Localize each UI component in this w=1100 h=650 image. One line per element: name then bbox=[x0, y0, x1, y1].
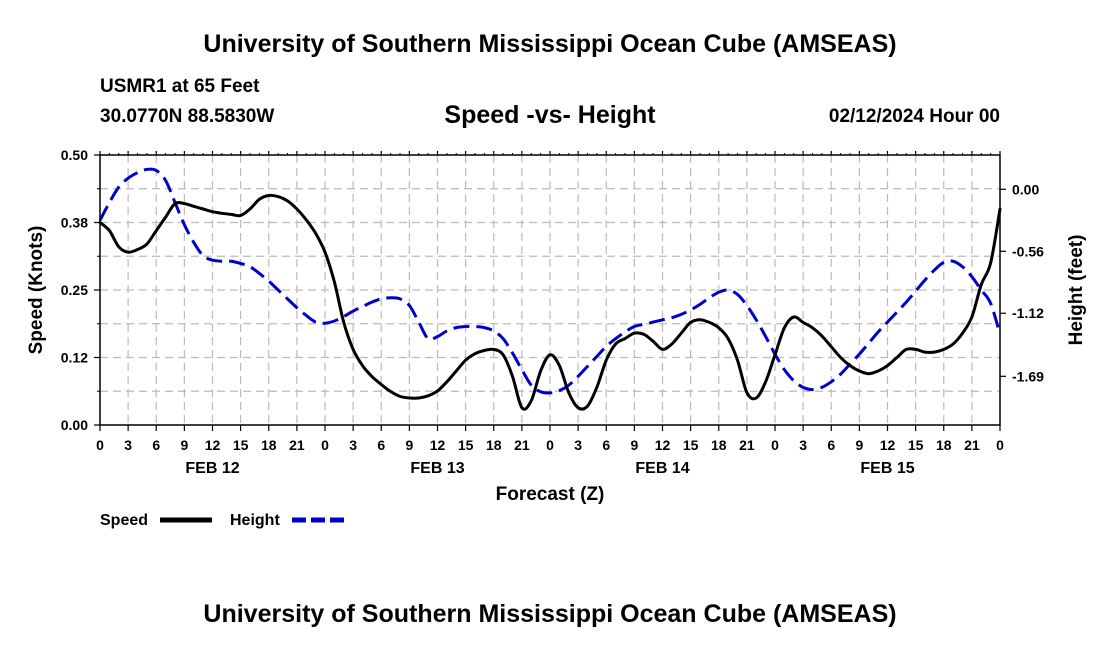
x-tick-label: 6 bbox=[152, 437, 160, 453]
y-axis-label-left: Speed (Knots) bbox=[26, 226, 47, 355]
x-tick-label: 15 bbox=[683, 437, 699, 453]
forecast-datestamp: 02/12/2024 Hour 00 bbox=[828, 106, 1000, 127]
x-day-label: FEB 14 bbox=[635, 460, 689, 477]
x-tick-label: 0 bbox=[96, 437, 104, 453]
x-day-label: FEB 15 bbox=[860, 460, 914, 477]
y-axis-label-right: Height (feet) bbox=[1066, 235, 1087, 346]
chart-subtitle: Speed -vs- Height bbox=[444, 101, 656, 129]
y-tick-label-left: 0.50 bbox=[61, 147, 88, 163]
x-tick-label: 15 bbox=[908, 437, 924, 453]
y-tick-label-right: -1.12 bbox=[1012, 305, 1044, 321]
y-tick-label-left: 0.25 bbox=[61, 282, 88, 298]
x-tick-label: 0 bbox=[996, 437, 1004, 453]
y-tick-label-right: -1.69 bbox=[1012, 368, 1044, 384]
x-tick-label: 3 bbox=[574, 437, 582, 453]
x-tick-label: 0 bbox=[546, 437, 554, 453]
x-day-label: FEB 13 bbox=[410, 460, 464, 477]
chart-title: University of Southern Mississippi Ocean… bbox=[203, 30, 897, 58]
y-tick-label-right: -0.56 bbox=[1012, 243, 1044, 259]
legend: Speed Height bbox=[100, 512, 344, 529]
x-tick-label: 21 bbox=[289, 437, 305, 453]
x-tick-label: 9 bbox=[630, 437, 638, 453]
y-tick-label-left: 0.00 bbox=[61, 417, 88, 433]
y-tick-label-right: 0.00 bbox=[1012, 181, 1039, 197]
grid bbox=[100, 155, 1000, 425]
x-tick-label: 21 bbox=[739, 437, 755, 453]
x-tick-label: 9 bbox=[405, 437, 413, 453]
x-tick-label: 3 bbox=[124, 437, 132, 453]
x-tick-label: 12 bbox=[655, 437, 671, 453]
x-tick-label: 0 bbox=[771, 437, 779, 453]
x-day-label: FEB 12 bbox=[185, 460, 239, 477]
x-tick-label: 9 bbox=[180, 437, 188, 453]
speed-height-chart: 0 3 6 9 12 15 18 21 0 3 6 9 12 15 18 21 0 3 6 9 12 15 18 21 0 3 6 9… bbox=[26, 147, 1087, 529]
x-tick-label: 18 bbox=[711, 437, 727, 453]
x-tick-label: 12 bbox=[205, 437, 221, 453]
legend-label-height: Height bbox=[230, 512, 280, 529]
x-tick-label: 3 bbox=[349, 437, 357, 453]
x-tick-label: 18 bbox=[486, 437, 502, 453]
axes: 0 3 6 9 12 15 18 21 0 3 6 9 12 15 18 21 0 3 6 9 12 15 18 21 0 3 6 9… bbox=[61, 147, 1044, 477]
series-line-speed bbox=[98, 193, 1002, 411]
x-tick-label: 18 bbox=[936, 437, 952, 453]
x-tick-label: 12 bbox=[430, 437, 446, 453]
footer-title: University of Southern Mississippi Ocean… bbox=[203, 600, 897, 628]
x-tick-label: 21 bbox=[514, 437, 530, 453]
x-tick-label: 15 bbox=[233, 437, 249, 453]
x-tick-label: 0 bbox=[321, 437, 329, 453]
x-tick-label: 15 bbox=[458, 437, 474, 453]
station-label: USMR1 at 65 Feet bbox=[100, 76, 260, 97]
x-tick-label: 21 bbox=[964, 437, 980, 453]
series-layer bbox=[98, 167, 1002, 411]
x-axis-label: Forecast (Z) bbox=[496, 484, 605, 505]
x-tick-label: 6 bbox=[602, 437, 610, 453]
x-tick-label: 9 bbox=[855, 437, 863, 453]
station-coordinates: 30.0770N 88.5830W bbox=[100, 106, 275, 127]
x-tick-label: 3 bbox=[799, 437, 807, 453]
legend-label-speed: Speed bbox=[100, 512, 148, 529]
x-tick-label: 18 bbox=[261, 437, 277, 453]
series-line-height bbox=[98, 167, 1002, 395]
x-tick-label: 6 bbox=[827, 437, 835, 453]
y-tick-label-left: 0.12 bbox=[61, 350, 88, 366]
y-tick-label-left: 0.38 bbox=[61, 215, 88, 231]
x-tick-label: 6 bbox=[377, 437, 385, 453]
x-tick-label: 12 bbox=[880, 437, 896, 453]
